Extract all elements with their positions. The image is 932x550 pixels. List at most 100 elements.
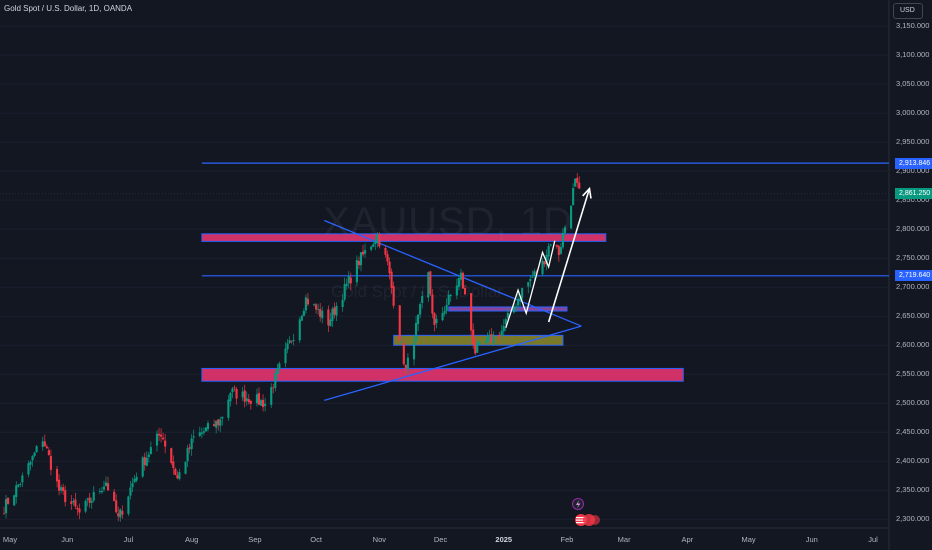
candle-body [149,447,152,455]
candle-body [431,294,434,314]
candle-body [519,298,522,301]
candle-body [90,500,93,503]
candle-body [133,479,136,483]
candle-body [174,468,177,476]
candle-body [319,309,322,317]
projection-arrow-head [582,186,592,199]
candle-body [276,368,279,374]
time-tick-label: Jun [61,535,74,544]
candle-body [288,340,291,343]
candle-body [478,341,481,345]
candle-body [545,254,548,265]
candle-body [504,319,507,325]
candle-body [435,318,438,324]
candle-body [514,306,518,308]
candle-body [557,246,560,256]
candle-body [217,419,220,426]
candle-body [427,272,430,298]
candle-body [247,399,250,403]
candle-body [578,182,581,189]
candle-body [384,247,387,255]
candle-body [45,446,48,449]
candle-body [70,501,73,505]
candle-body [261,399,265,408]
candle-body [315,304,318,310]
symbol-header[interactable]: Gold Spot / U.S. Dollar, 1D, OANDA [4,4,133,13]
candle-body [121,511,124,515]
candle-body [484,341,487,343]
candle-body [64,490,67,503]
candle-body [441,313,444,321]
zigzag-path [505,240,556,329]
candle-body [378,234,381,247]
candle-body [412,342,416,360]
time-tick-label: Jun [805,535,818,544]
candle-body [498,334,501,337]
candle-body [143,457,146,466]
candle-body [58,479,61,491]
candle-body [233,387,236,389]
time-tick-label: Jul [123,535,134,544]
candle-body [172,461,175,469]
candle-body [474,343,477,354]
candle-body [106,483,110,491]
drawings [505,186,592,329]
price-tick-label: 2,850.000 [896,195,930,205]
currency-button[interactable]: USD [893,3,923,19]
candle-body [229,393,232,402]
candle-body [278,363,281,370]
candle-body [531,276,534,278]
candle-body [47,450,50,456]
price-tick-label: 2,950.000 [896,137,930,147]
candle-body [98,491,101,492]
candle-body [404,364,407,369]
ascending-trendline [324,325,582,401]
candle-body [202,431,205,433]
candle-body [333,307,336,315]
candle-body [419,304,422,315]
candle-body [527,281,530,287]
candle-body [127,496,130,514]
candle-body [102,486,106,490]
candle-body [155,433,159,446]
price-tick-label: 2,600.000 [896,340,930,350]
time-tick-label: Jul [868,535,878,544]
candle-body [7,497,10,504]
candle-body [113,491,116,502]
lower-pink-zone [201,367,684,382]
candle-body [345,283,348,286]
support-price-tag: 2,719.640 [895,270,932,282]
candle-body [306,298,310,305]
price-tick-label: 2,550.000 [896,369,930,379]
watermark-description: Gold Spot / U.S. Dollar [331,282,503,301]
candle-body [549,244,552,246]
candle-body [561,232,565,248]
candle-body [204,427,208,432]
time-tick-label: May [2,535,18,544]
candle-body [117,513,120,517]
price-tick-label: 2,650.000 [896,311,930,321]
price-tick-label: 2,400.000 [896,456,930,466]
lightning-icon[interactable] [572,498,584,510]
candle-body [429,271,432,295]
candle-body [164,440,167,447]
candle-body [447,294,450,305]
candle-body [78,508,81,513]
us-flag-icon[interactable] [575,514,600,526]
candle-body [162,437,165,440]
candle-body [402,343,405,365]
candle-body [388,261,391,274]
candle-body [555,244,558,247]
candle-body [245,398,248,401]
candle-body [84,500,87,512]
candle-body [433,313,436,325]
candle-body [327,309,330,326]
candle-body [74,499,77,507]
candle-body [157,433,161,436]
candle-body [17,484,20,487]
candle-body [13,495,16,506]
event-icons[interactable] [572,498,601,527]
candle-body [15,485,18,497]
candle-body [88,497,91,503]
